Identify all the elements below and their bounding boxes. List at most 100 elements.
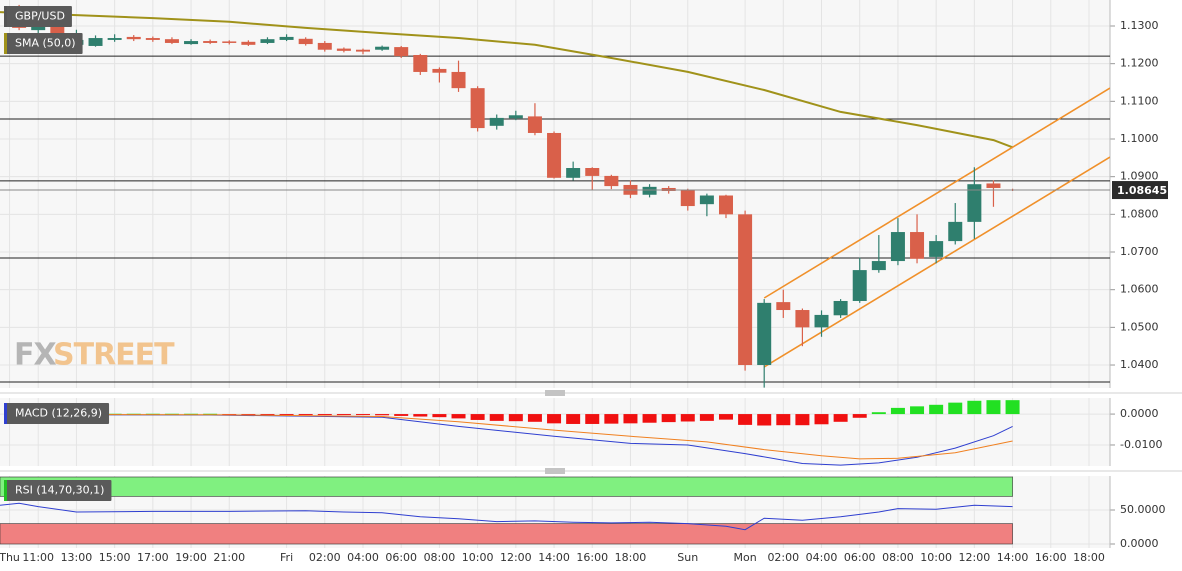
candle-body xyxy=(986,183,1001,188)
pane: 50.0000 0.0000 xyxy=(0,476,1166,550)
y-tick-label: 1.1100 xyxy=(1120,94,1159,107)
x-tick-label: 04:00 xyxy=(347,551,379,564)
candle-body xyxy=(814,314,829,328)
histogram-bar xyxy=(890,407,905,415)
legend-swatch xyxy=(4,480,7,501)
x-tick-label: 12:00 xyxy=(959,551,991,564)
candle-body xyxy=(317,42,332,50)
histogram-bar xyxy=(699,414,714,421)
histogram-bar xyxy=(260,414,275,416)
y-tick-label: 0.0000 xyxy=(1120,537,1159,550)
histogram-bar xyxy=(413,414,428,417)
candle-body xyxy=(260,39,275,43)
histogram-bar xyxy=(776,414,791,426)
candle-body xyxy=(432,68,447,73)
candle-body xyxy=(355,49,370,52)
x-tick-label: 08:00 xyxy=(882,551,914,564)
y-tick-label: 1.0700 xyxy=(1120,245,1159,258)
histogram-bar xyxy=(1005,400,1020,415)
histogram-bar xyxy=(547,414,562,424)
candle-body xyxy=(394,47,409,57)
y-tick-label: -0.0100 xyxy=(1120,438,1162,451)
legend-box xyxy=(4,480,112,501)
candle-body xyxy=(566,168,581,178)
histogram-bar xyxy=(795,414,810,426)
histogram-bar xyxy=(623,414,638,424)
candle-body xyxy=(585,168,600,176)
y-tick-label: 1.1300 xyxy=(1120,19,1159,32)
histogram-bar xyxy=(642,414,657,423)
histogram-bar xyxy=(680,414,695,422)
candle-body xyxy=(164,39,179,43)
y-tick-label: 50.0000 xyxy=(1120,503,1166,516)
x-tick-label: Fri xyxy=(280,551,293,564)
watermark: FX xyxy=(14,338,56,373)
histogram-bar xyxy=(317,414,332,416)
candle-body xyxy=(489,117,504,126)
candle-body xyxy=(680,189,695,207)
histogram-bar xyxy=(738,414,753,425)
pane: 0.0000 -0.0100 xyxy=(0,398,1162,466)
histogram-bar xyxy=(929,404,944,415)
y-tick-label: 1.1000 xyxy=(1120,132,1159,145)
legend-label: SMA (50,0) xyxy=(15,37,76,50)
pane: 1.1300 1.1200 1.1100 1.1000 1.0900 1.0800 1.07… xyxy=(0,0,1168,388)
pane-background xyxy=(0,398,1110,466)
plot-area xyxy=(12,400,1020,466)
histogram-bar xyxy=(394,414,409,416)
x-tick-label: 13:00 xyxy=(61,551,93,564)
candle-body xyxy=(776,302,791,311)
candle-body xyxy=(451,71,466,89)
candle-body xyxy=(508,115,523,119)
x-tick-label: 10:00 xyxy=(920,551,952,564)
candle-body xyxy=(718,195,733,215)
legend-label: GBP/USD xyxy=(15,10,65,23)
candle-body xyxy=(890,232,905,262)
overbought-band xyxy=(0,476,1013,497)
histogram-bar xyxy=(948,402,963,415)
histogram-bar xyxy=(241,414,256,416)
x-tick-label: 02:00 xyxy=(309,551,341,564)
y-tick-label: 1.0600 xyxy=(1120,283,1159,296)
histogram-bar xyxy=(355,414,370,416)
histogram-bar xyxy=(871,412,886,415)
legend-swatch xyxy=(4,6,7,27)
histogram-bar xyxy=(375,414,390,416)
macd-line xyxy=(19,413,1013,460)
candle-body xyxy=(852,270,867,301)
y-tick-label: 0.0000 xyxy=(1120,407,1159,420)
candle-body xyxy=(203,41,218,43)
x-tick-label: 06:00 xyxy=(385,551,417,564)
sma-line xyxy=(0,11,1013,149)
candle-body xyxy=(929,241,944,257)
x-tick-label: 14:00 xyxy=(538,551,570,564)
legend-label: RSI (14,70,30,1) xyxy=(15,484,104,497)
x-tick-label: 06:00 xyxy=(844,551,876,564)
x-tick-label: 08:00 xyxy=(424,551,456,564)
x-tick-label: 16:00 xyxy=(1035,551,1067,564)
legend-box xyxy=(4,403,110,424)
candle-body xyxy=(375,46,390,50)
histogram-bar xyxy=(566,414,581,424)
x-tick-label: 02:00 xyxy=(767,551,799,564)
macd-line xyxy=(19,414,1013,466)
candle-body xyxy=(145,38,160,40)
last-price-label: 1.08645 xyxy=(1117,184,1167,197)
histogram-bar xyxy=(661,414,676,423)
watermark: STREET xyxy=(53,338,175,373)
candle-body xyxy=(661,187,676,191)
x-tick-label: 10:00 xyxy=(462,551,494,564)
y-tick-label: 1.0800 xyxy=(1120,207,1159,220)
histogram-bar xyxy=(833,414,848,422)
histogram-bar xyxy=(967,400,982,415)
last-price-box xyxy=(1112,181,1168,200)
x-tick-label: 17:00 xyxy=(137,551,169,564)
histogram-bar xyxy=(910,406,925,415)
candle-body xyxy=(126,36,141,40)
y-tick-label: 1.0500 xyxy=(1120,320,1159,333)
candle-body xyxy=(604,175,619,187)
histogram-bar xyxy=(604,414,619,424)
candle-body xyxy=(738,214,753,366)
candle-body xyxy=(107,38,122,40)
